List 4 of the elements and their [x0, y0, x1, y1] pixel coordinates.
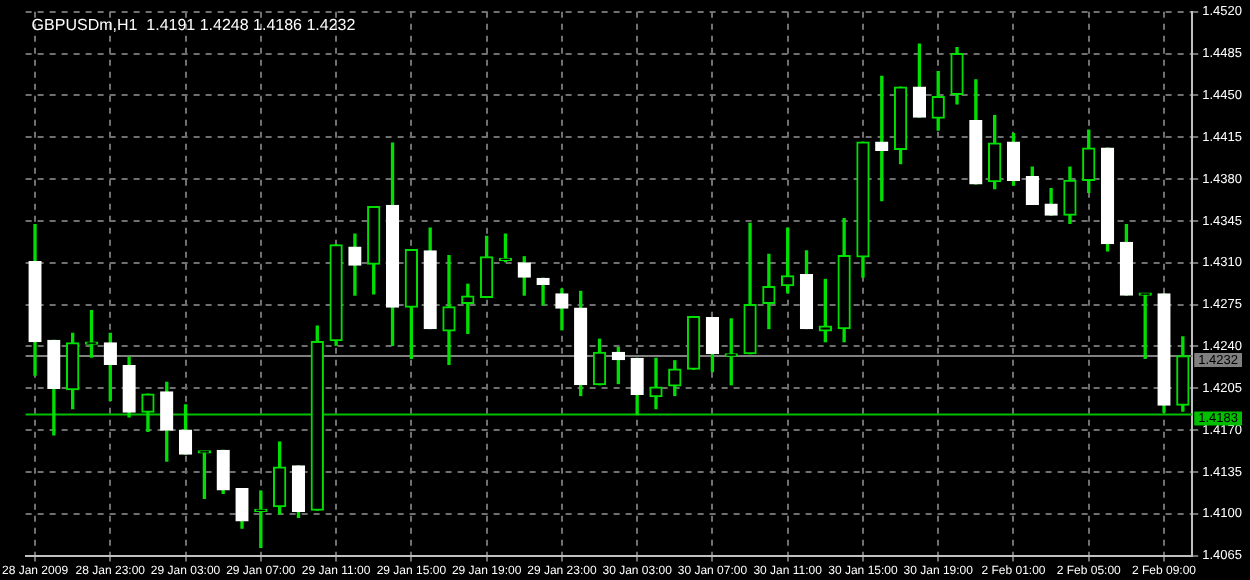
candlestick [762, 253, 776, 330]
candlestick [649, 357, 663, 410]
candlestick [442, 254, 456, 366]
chart-title: GBPUSDm,H1 1.4191 1.4248 1.4186 1.4232 [31, 16, 357, 35]
